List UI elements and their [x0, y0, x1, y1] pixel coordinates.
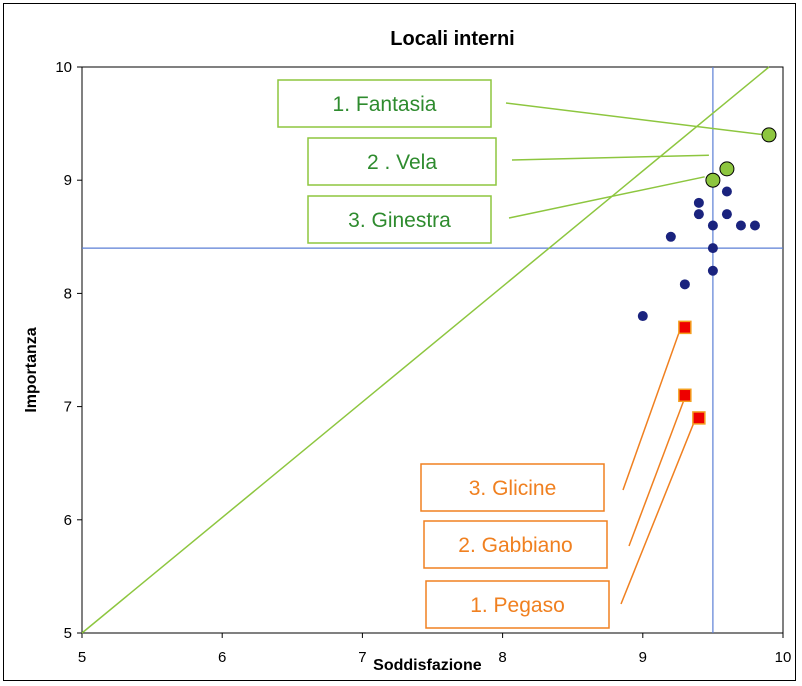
- x-tick-label: 5: [78, 649, 86, 666]
- callout-label: 3. Ginestra: [348, 209, 451, 232]
- callout-leader-line: [511, 154, 709, 161]
- callout-label: 1. Fantasia: [333, 93, 437, 116]
- callout-box: [307, 195, 492, 244]
- top-point: [719, 161, 735, 177]
- data-point: [707, 265, 718, 276]
- y-tick-label: 10: [55, 59, 72, 76]
- data-point: [749, 220, 760, 231]
- top-point: [705, 172, 721, 188]
- callout-box: [277, 79, 492, 128]
- x-axis-label: Soddisfazione: [373, 657, 482, 674]
- x-tick-label: 7: [358, 649, 366, 666]
- data-point: [637, 311, 648, 322]
- plot-area: [81, 66, 784, 634]
- y-tick-label: 8: [64, 285, 72, 302]
- data-point: [693, 197, 704, 208]
- data-point: [707, 220, 718, 231]
- bottom-point: [678, 388, 692, 403]
- data-point: [721, 209, 732, 220]
- diagonal-line: [81, 66, 770, 634]
- callout-leader-line: [505, 102, 766, 136]
- y-tick-label: 9: [64, 172, 72, 189]
- chart-title: Locali interni: [390, 28, 514, 50]
- callouts: 1. Fantasia 2 . Vela 3. Ginestra 3. Glicine…: [277, 79, 766, 629]
- data-point: [735, 220, 746, 231]
- callout-leader-line: [508, 176, 705, 219]
- callout-box: [307, 137, 497, 186]
- callout-label: 1. Pegaso: [470, 594, 565, 617]
- axis-ticks: 5 6 7 8 9 10 5 6 7 8 9 10: [55, 59, 791, 666]
- data-point: [721, 186, 732, 197]
- data-points: [637, 127, 777, 425]
- callout-label: 3. Glicine: [469, 477, 557, 500]
- reference-lines: [81, 66, 783, 634]
- bottom-point: [692, 411, 706, 425]
- y-axis-label: Importanza: [23, 327, 40, 412]
- data-point: [679, 279, 690, 290]
- x-tick-label: 8: [498, 649, 506, 666]
- callout-leader-line: [620, 419, 696, 605]
- top-point: [761, 127, 777, 143]
- bottom-point: [678, 320, 692, 335]
- callout-box: [420, 463, 605, 512]
- callout-box: [425, 580, 610, 629]
- x-tick-label: 9: [639, 649, 647, 666]
- callout-label: 2. Gabbiano: [458, 534, 572, 557]
- data-point: [665, 231, 676, 242]
- x-tick-label: 6: [218, 649, 226, 666]
- callout-leader-line: [628, 389, 689, 547]
- y-tick-label: 7: [64, 399, 72, 416]
- y-tick-label: 5: [64, 625, 72, 642]
- x-tick-label: 10: [775, 649, 792, 666]
- callout-label: 2 . Vela: [367, 151, 437, 174]
- y-tick-label: 6: [64, 512, 72, 529]
- data-point: [693, 209, 704, 220]
- callout-leader-line: [622, 327, 682, 491]
- data-point: [707, 243, 718, 254]
- callout-box: [423, 520, 608, 569]
